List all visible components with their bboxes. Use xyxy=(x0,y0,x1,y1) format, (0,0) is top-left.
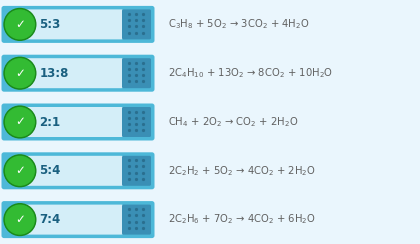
Text: 2C$_2$H$_2$ + 5O$_2$ → 4CO$_2$ + 2H$_2$O: 2C$_2$H$_2$ + 5O$_2$ → 4CO$_2$ + 2H$_2$O xyxy=(168,164,316,178)
FancyBboxPatch shape xyxy=(19,58,123,88)
FancyBboxPatch shape xyxy=(122,107,151,137)
Circle shape xyxy=(5,156,34,185)
Text: 2:1: 2:1 xyxy=(39,115,60,129)
FancyBboxPatch shape xyxy=(122,205,151,234)
Circle shape xyxy=(4,155,36,187)
FancyBboxPatch shape xyxy=(122,156,151,186)
Text: 5:3: 5:3 xyxy=(39,18,60,31)
Text: ✓: ✓ xyxy=(15,213,25,226)
FancyBboxPatch shape xyxy=(19,10,123,39)
FancyBboxPatch shape xyxy=(19,205,123,234)
Text: 2C$_4$H$_{10}$ + 13O$_2$ → 8CO$_2$ + 10H$_2$O: 2C$_4$H$_{10}$ + 13O$_2$ → 8CO$_2$ + 10H… xyxy=(168,66,333,80)
FancyBboxPatch shape xyxy=(122,58,151,88)
FancyBboxPatch shape xyxy=(2,6,155,43)
Text: ✓: ✓ xyxy=(15,115,25,129)
Circle shape xyxy=(5,59,34,88)
Text: ✓: ✓ xyxy=(15,164,25,177)
FancyBboxPatch shape xyxy=(19,156,123,186)
Text: 5:4: 5:4 xyxy=(39,164,60,177)
Circle shape xyxy=(5,205,34,234)
Circle shape xyxy=(4,57,36,89)
Text: ✓: ✓ xyxy=(15,67,25,80)
Circle shape xyxy=(4,9,36,40)
FancyBboxPatch shape xyxy=(2,55,155,92)
Text: CH$_4$ + 2O$_2$ → CO$_2$ + 2H$_2$O: CH$_4$ + 2O$_2$ → CO$_2$ + 2H$_2$O xyxy=(168,115,298,129)
FancyBboxPatch shape xyxy=(2,152,155,189)
FancyBboxPatch shape xyxy=(2,103,155,141)
Circle shape xyxy=(5,108,34,136)
Circle shape xyxy=(4,204,36,235)
FancyBboxPatch shape xyxy=(2,201,155,238)
Text: 2C$_2$H$_6$ + 7O$_2$ → 4CO$_2$ + 6H$_2$O: 2C$_2$H$_6$ + 7O$_2$ → 4CO$_2$ + 6H$_2$O xyxy=(168,213,316,226)
FancyBboxPatch shape xyxy=(122,10,151,39)
Text: C$_3$H$_8$ + 5O$_2$ → 3CO$_2$ + 4H$_2$O: C$_3$H$_8$ + 5O$_2$ → 3CO$_2$ + 4H$_2$O xyxy=(168,18,310,31)
FancyBboxPatch shape xyxy=(19,107,123,137)
Text: 7:4: 7:4 xyxy=(39,213,60,226)
Text: 13:8: 13:8 xyxy=(39,67,69,80)
Text: ✓: ✓ xyxy=(15,18,25,31)
Circle shape xyxy=(4,106,36,138)
Circle shape xyxy=(5,10,34,39)
